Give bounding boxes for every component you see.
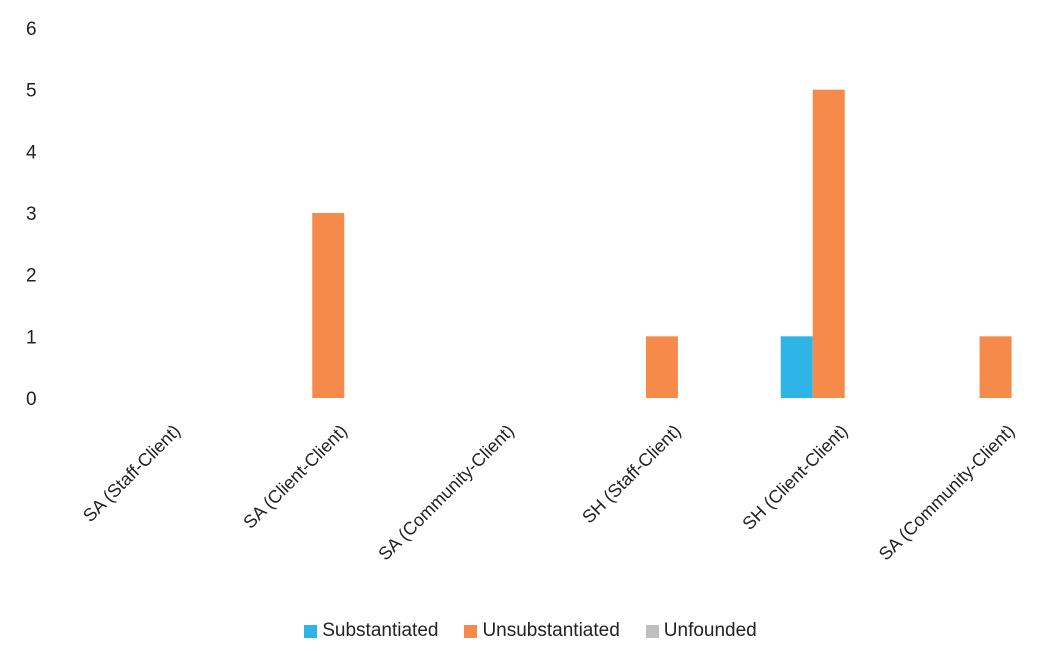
bar-unsubstantiated-4 — [812, 89, 845, 399]
legend-label-unsubstantiated: Unsubstantiated — [482, 620, 620, 641]
bar-substantiated-4 — [780, 336, 813, 398]
legend-swatch-unfounded — [645, 624, 659, 638]
x-category-label: SA (Community-Client) — [875, 421, 1019, 565]
y-tick-label: 3 — [26, 204, 37, 225]
legend: Substantiated Unsubstantiated Unfounded — [0, 620, 1061, 642]
legend-item-substantiated: Substantiated — [304, 620, 438, 642]
y-tick-label: 2 — [26, 266, 37, 287]
x-category-label: SA (Staff-Client) — [79, 421, 184, 526]
y-tick-label: 0 — [26, 389, 37, 410]
x-axis-labels: SA (Staff-Client) SA (Client-Client) SA (C… — [79, 421, 1018, 565]
y-axis: 0 1 2 3 4 5 6 — [26, 19, 37, 410]
x-category-label: SA (Client-Client) — [239, 421, 351, 533]
bar-unsubstantiated-3 — [645, 336, 678, 398]
bar-unsubstantiated-1 — [312, 213, 345, 398]
legend-item-unfounded: Unfounded — [645, 620, 757, 642]
legend-item-unsubstantiated: Unsubstantiated — [464, 620, 620, 642]
y-tick-label: 4 — [26, 142, 37, 163]
legend-swatch-unsubstantiated — [464, 624, 478, 638]
legend-label-unfounded: Unfounded — [663, 620, 757, 641]
y-tick-label: 1 — [26, 327, 37, 348]
y-tick-label: 6 — [26, 19, 37, 40]
bars — [312, 89, 1012, 399]
legend-swatch-substantiated — [304, 624, 318, 638]
x-category-label: SH (Client-Client) — [738, 421, 851, 534]
x-category-label: SA (Community-Client) — [374, 421, 518, 565]
x-category-label: SH (Staff-Client) — [578, 421, 685, 528]
bar-chart: 0 1 2 3 4 5 6 SA (Staff-Client) SA (Client-Clie… — [26, 19, 1018, 565]
legend-label-substantiated: Substantiated — [322, 620, 439, 641]
y-tick-label: 5 — [26, 81, 37, 102]
bar-unsubstantiated-5 — [979, 336, 1012, 398]
